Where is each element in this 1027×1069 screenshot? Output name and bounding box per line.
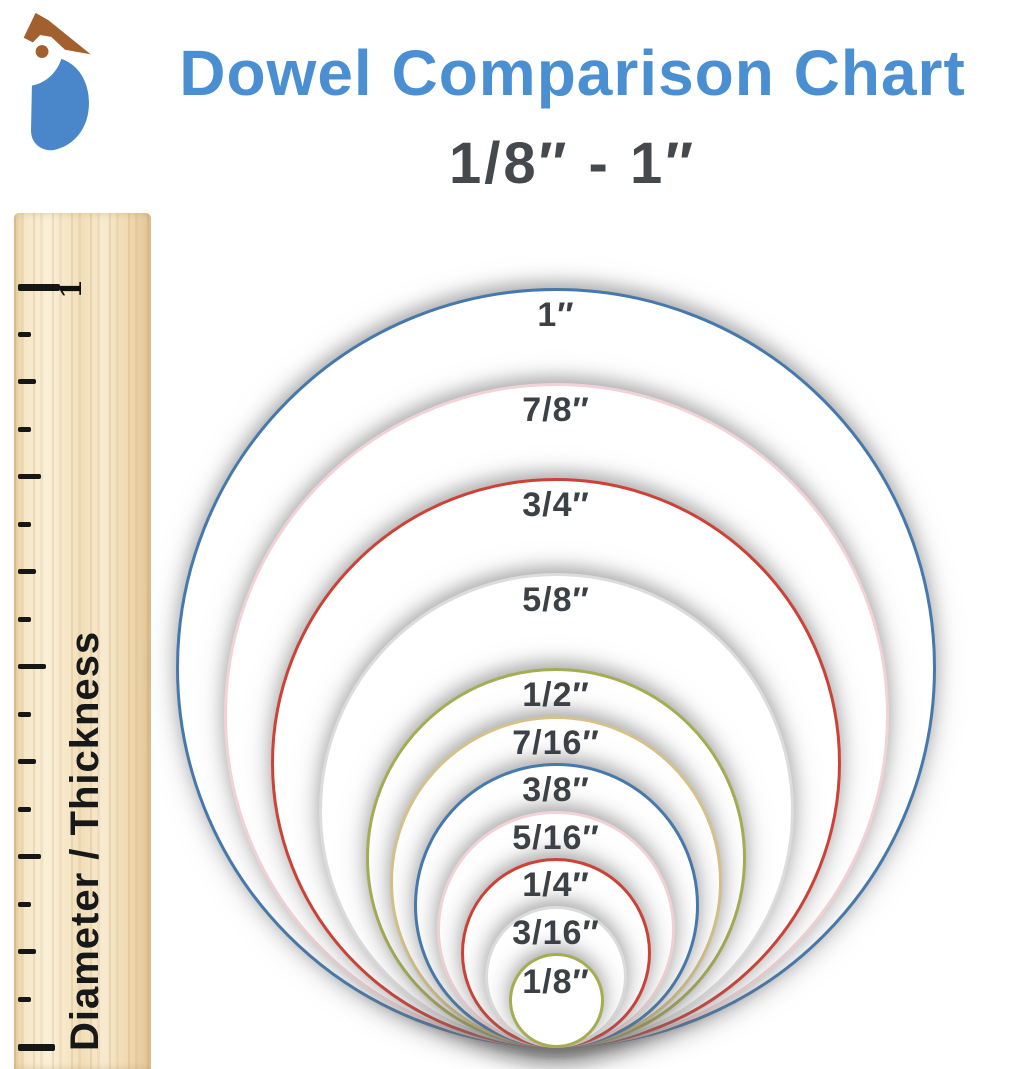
dowel-size-label: 1/2″ (522, 676, 590, 714)
dowel-circle (508, 953, 604, 1048)
logo-bird-head (23, 12, 91, 55)
ruler-tick (18, 996, 31, 1002)
ruler-tick (18, 854, 41, 859)
dowel-size-label: 7/8″ (522, 391, 590, 429)
dowel-size-label: 1/4″ (522, 866, 590, 904)
ruler-tick (18, 521, 31, 527)
dowel-size-label: 3/4″ (522, 486, 590, 524)
ruler-tick (18, 711, 31, 717)
ruler-tick (18, 379, 36, 384)
ruler-tick (18, 664, 46, 669)
ruler-tick (18, 901, 31, 907)
woodpecker-logo-icon (23, 12, 91, 151)
page-title: Dowel Comparison Chart (179, 37, 966, 109)
dowel-size-label: 3/16″ (512, 913, 600, 952)
dowel-size-label: 1/8″ (522, 963, 590, 1001)
dowel-size-label: 5/8″ (522, 581, 590, 619)
ruler-tick (18, 426, 31, 432)
ruler-tick (18, 569, 36, 574)
ruler-tick (18, 949, 36, 954)
wooden-ruler: 1 Diameter / Thickness (14, 213, 151, 1069)
logo-bird-eye (35, 45, 49, 58)
logo-bird-body (31, 58, 89, 151)
dowel-size-label: 1″ (537, 296, 575, 334)
ruler-tick (18, 806, 31, 812)
dowel-size-label: 5/16″ (512, 818, 600, 857)
ruler-tick (18, 284, 60, 291)
ruler-tick (18, 1044, 55, 1051)
dowel-size-label: 7/16″ (512, 723, 600, 762)
ruler-tick (18, 759, 36, 764)
ruler-tick (18, 331, 31, 337)
ruler-tick (18, 474, 41, 479)
ruler-tick (18, 616, 31, 622)
size-range-subtitle: 1/8″ - 1″ (449, 131, 696, 196)
dowel-size-label: 3/8″ (522, 771, 590, 809)
